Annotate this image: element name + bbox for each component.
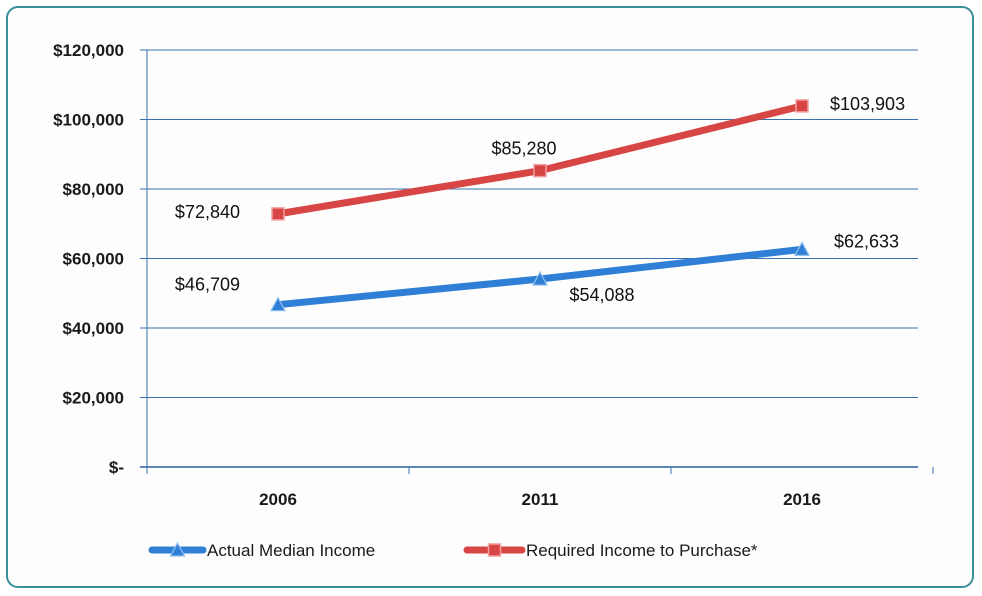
y-tick-label: $- [109, 458, 124, 477]
y-tick-label: $60,000 [63, 250, 124, 269]
y-tick-label: $120,000 [53, 41, 124, 60]
y-tick-label: $80,000 [63, 180, 124, 199]
data-label: $54,088 [569, 285, 634, 305]
legend-label-actual-median-income: Actual Median Income [207, 541, 375, 560]
data-point [271, 207, 285, 221]
x-axis-ticks: 2006 2011 2016 [259, 490, 821, 509]
x-tick-label: 2006 [259, 490, 297, 509]
gridlines [140, 49, 934, 474]
data-point [793, 241, 811, 256]
series-line [274, 102, 806, 218]
legend-label-required-income: Required Income to Purchase* [526, 541, 758, 560]
legend-marker-required-income [487, 543, 502, 557]
y-tick-label: $40,000 [63, 319, 124, 338]
legend-marker [487, 543, 502, 557]
data-point [269, 296, 287, 312]
legend: Actual Median Income Required Income to … [148, 541, 758, 560]
data-label: $46,709 [175, 275, 240, 295]
data-label: $103,903 [830, 94, 905, 114]
data-label: $72,840 [175, 202, 240, 222]
data-point [533, 163, 547, 178]
legend-marker [169, 541, 186, 557]
legend-marker-actual-median-income [169, 541, 186, 557]
data-point [531, 270, 549, 286]
x-tick-label: 2011 [522, 490, 559, 509]
data-label: $85,280 [491, 139, 556, 159]
x-tick-label: 2016 [783, 490, 821, 509]
series-markers [269, 99, 811, 312]
data-point [795, 99, 809, 113]
y-tick-label: $20,000 [63, 389, 124, 408]
data-labels: $46,709 $54,088 $62,633 $72,840 $85,280 $103,… [175, 94, 905, 305]
y-axis-ticks: $- $20,000 $40,000 $60,000 $80,000 $100,000 $1… [53, 41, 124, 477]
data-label: $62,633 [834, 231, 899, 251]
chart-frame [6, 6, 974, 588]
y-tick-label: $100,000 [53, 111, 124, 130]
